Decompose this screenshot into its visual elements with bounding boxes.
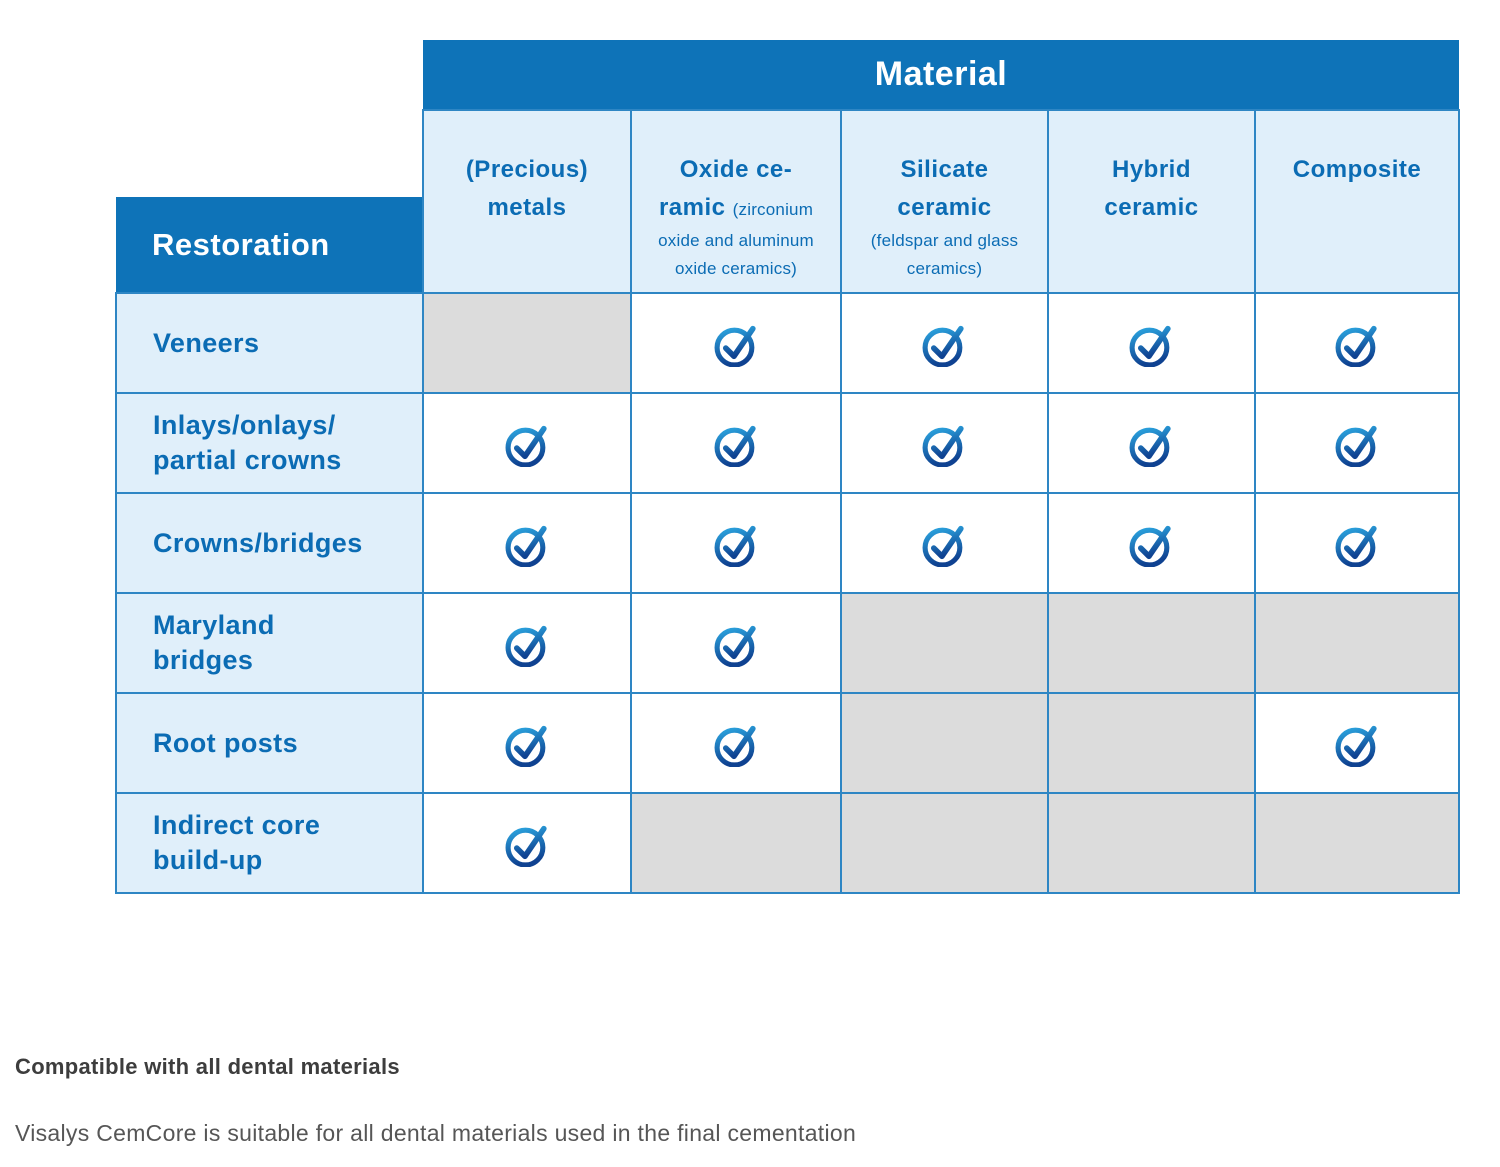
row-label-veneers: Veneers <box>115 292 424 394</box>
column-header-line: (feldspar and glass <box>870 231 1019 250</box>
compat-cell <box>630 292 842 394</box>
caption-subtitle: Visalys CemCore is suitable for all dent… <box>15 1120 857 1146</box>
compat-cell <box>1047 692 1256 794</box>
column-header-line: ramic (zirconium <box>658 194 814 221</box>
compat-cell <box>1047 392 1256 494</box>
column-header-line: Silicate <box>900 156 989 183</box>
column-header-line: ceramic <box>1104 194 1199 221</box>
check-icon <box>1335 725 1377 767</box>
compat-cell <box>422 492 632 594</box>
compat-cell <box>422 592 632 694</box>
row-label-inlays-onlays-partial-crowns: Inlays/onlays/ partial crowns <box>115 392 424 494</box>
compat-cell <box>1254 692 1460 794</box>
check-icon <box>714 325 756 367</box>
compat-cell <box>1047 492 1256 594</box>
compat-cell <box>1254 392 1460 494</box>
compat-cell <box>630 792 842 894</box>
corner-spacer <box>116 40 423 110</box>
column-header-silicate-ceramic: Silicate ceramic (feldspar and glass cerami… <box>840 109 1049 294</box>
column-header-line: Composite <box>1292 156 1422 183</box>
check-icon <box>1129 525 1171 567</box>
check-icon <box>922 525 964 567</box>
material-group-header: Material <box>423 40 1459 110</box>
row-label-maryland-bridges: Maryland bridges <box>115 592 424 694</box>
check-icon <box>1129 425 1171 467</box>
column-header-oxide-ceramic: Oxide ce-ramic (zirconium oxide and alumi… <box>630 109 842 294</box>
column-header-hybrid-ceramic: Hybrid ceramic <box>1047 109 1256 294</box>
compat-cell <box>422 692 632 794</box>
compat-cell <box>1047 592 1256 694</box>
compat-cell <box>840 392 1049 494</box>
check-icon <box>505 625 547 667</box>
column-header-composite: Composite <box>1254 109 1460 294</box>
compat-cell <box>1254 792 1460 894</box>
compat-cell <box>840 692 1049 794</box>
check-icon <box>714 425 756 467</box>
check-icon <box>714 725 756 767</box>
check-icon <box>505 425 547 467</box>
column-header-line: Hybrid <box>1111 156 1191 183</box>
column-header-line: (Precious) <box>465 156 589 183</box>
column-header-line: oxide and aluminum <box>658 231 814 250</box>
compat-cell <box>630 592 842 694</box>
column-header-line: ceramic <box>897 194 992 221</box>
row-label-crowns-bridges: Crowns/bridges <box>115 492 424 594</box>
check-icon <box>1335 525 1377 567</box>
compat-cell <box>422 292 632 394</box>
column-header-line: oxide ceramics) <box>674 259 798 278</box>
check-icon <box>1129 325 1171 367</box>
check-icon <box>714 525 756 567</box>
check-icon <box>1335 425 1377 467</box>
compat-cell <box>1254 492 1460 594</box>
check-icon <box>505 725 547 767</box>
caption-title: Compatible with all dental materials <box>15 1054 400 1079</box>
compat-cell <box>422 392 632 494</box>
compatibility-table-wrapper: Material (Precious) metals Oxide ce-ramic… <box>115 40 1460 894</box>
compat-cell <box>422 792 632 894</box>
compat-cell <box>840 592 1049 694</box>
compat-cell <box>1047 792 1256 894</box>
compat-cell <box>840 492 1049 594</box>
check-icon <box>922 325 964 367</box>
check-icon <box>714 625 756 667</box>
footer-captions: Compatible with all dental materials Vis… <box>15 1054 856 1147</box>
compat-cell <box>840 292 1049 394</box>
compat-cell <box>1254 592 1460 694</box>
check-icon <box>1335 325 1377 367</box>
corner-spacer <box>116 110 423 197</box>
row-label-root-posts: Root posts <box>115 692 424 794</box>
check-icon <box>922 425 964 467</box>
column-header-precious-metals: (Precious) metals <box>422 109 632 294</box>
compat-cell <box>840 792 1049 894</box>
compat-cell <box>1254 292 1460 394</box>
compatibility-table: Material (Precious) metals Oxide ce-ramic… <box>115 40 1460 894</box>
row-label-indirect-core-build-up: Indirect core build-up <box>115 792 424 894</box>
compat-cell <box>630 692 842 794</box>
compat-cell <box>1047 292 1256 394</box>
check-icon <box>505 525 547 567</box>
column-header-line: Oxide ce- <box>679 156 793 183</box>
check-icon <box>505 825 547 867</box>
column-header-line: ceramics) <box>906 259 983 278</box>
compat-cell <box>630 392 842 494</box>
column-header-line: metals <box>487 194 567 221</box>
compat-cell <box>630 492 842 594</box>
restoration-header: Restoration <box>116 197 423 293</box>
